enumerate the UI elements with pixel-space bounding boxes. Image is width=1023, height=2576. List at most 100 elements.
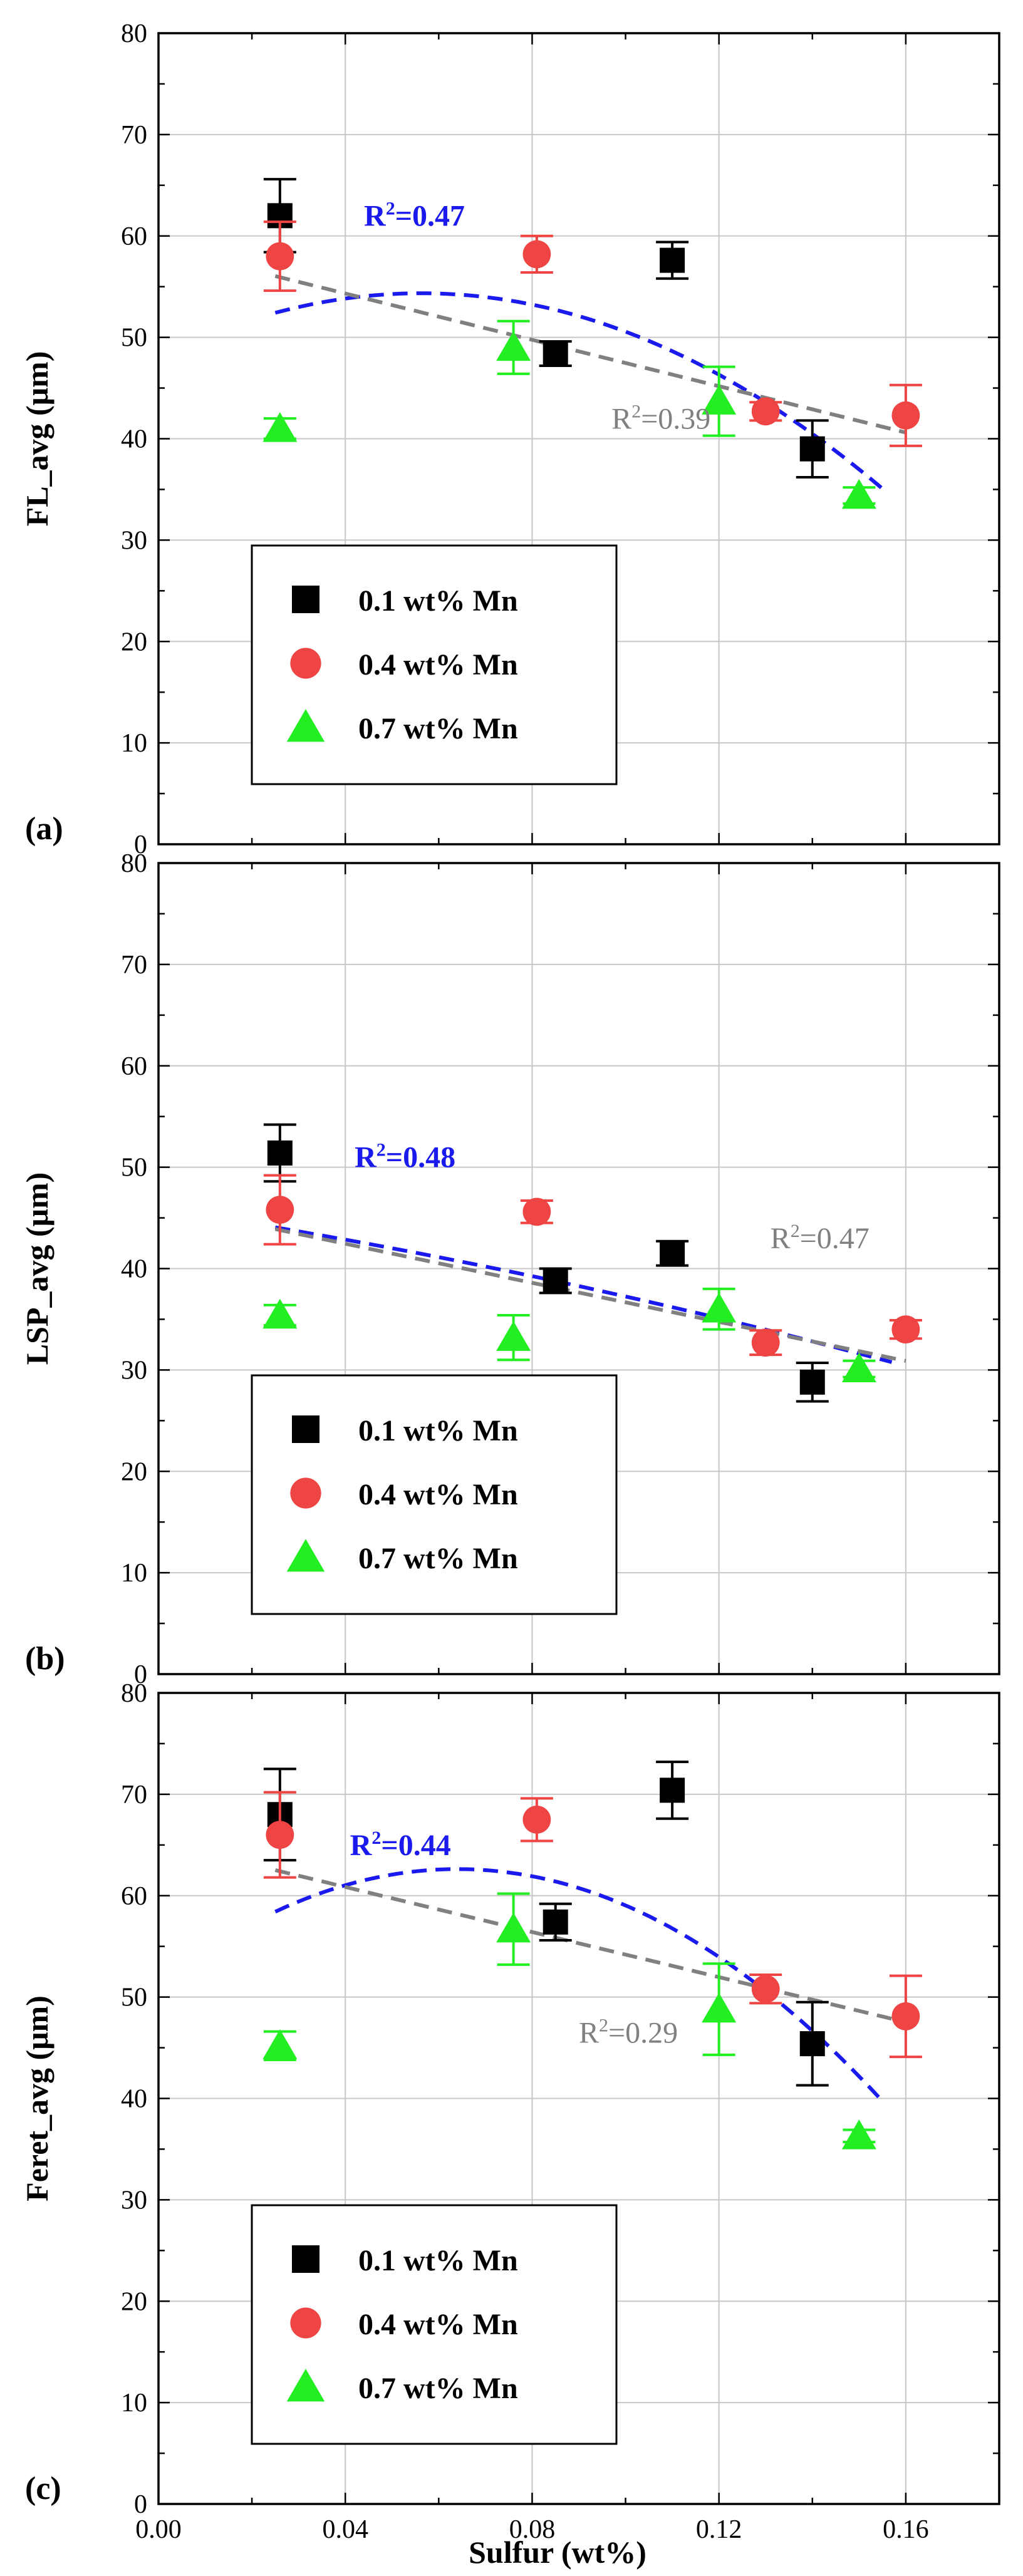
x-tick-label: 0.16 (883, 2515, 929, 2544)
y-tick-label: 20 (121, 1457, 147, 1486)
panel-b: 0 10 20 30 40 50 60 70 80 LSP_avg (μm) R2=0.48 R2=0… (19, 849, 1000, 1689)
legend-label: 0.7 wt% Mn (358, 712, 518, 745)
r-squared-annotation: R2=0.29 (579, 2015, 678, 2049)
fit-curve-quadratic (274, 1867, 884, 2103)
legend-label: 0.1 wt% Mn (358, 1414, 518, 1447)
y-axis-label: LSP_avg (μm) (19, 1172, 55, 1365)
series-2 (263, 1174, 922, 1357)
data-point (751, 1975, 780, 2004)
legend-marker (290, 648, 321, 679)
series-3 (262, 319, 876, 509)
data-point (522, 1805, 551, 1834)
legend-label: 0.1 wt% Mn (358, 2244, 518, 2277)
data-point (543, 341, 568, 366)
y-tick-label: 0 (134, 2490, 147, 2519)
legend-marker (286, 1539, 325, 1572)
legend-label: 0.4 wt% Mn (358, 648, 518, 681)
data-point (841, 478, 876, 509)
data-point (751, 397, 780, 426)
x-tick-label: 0.12 (696, 2515, 742, 2544)
legend: 0.1 wt% Mn 0.4 wt% Mn 0.7 wt% Mn (251, 544, 618, 785)
data-point (262, 1298, 298, 1329)
fit-curve-linear (274, 274, 906, 435)
x-axis-label: Sulfur (wt%) (469, 2535, 647, 2570)
y-tick-label: 70 (121, 121, 147, 150)
legend-box (251, 1374, 618, 1615)
panel-label: (b) (25, 1641, 65, 1677)
y-tick-label: 10 (121, 2389, 147, 2418)
legend-label: 0.7 wt% Mn (358, 1542, 518, 1575)
y-axis-label: FL_avg (μm) (19, 351, 55, 527)
legend-label: 0.4 wt% Mn (358, 1478, 518, 1511)
x-tick-label: 0.04 (322, 2515, 368, 2544)
data-point (262, 412, 298, 442)
fit-curve-quadratic (274, 291, 884, 490)
x-tick-label: 0.00 (135, 2515, 182, 2544)
y-tick-label: 0 (134, 1660, 147, 1689)
data-point (522, 240, 551, 269)
data-point (660, 1777, 685, 1803)
panels: 0 10 20 30 40 50 60 70 80 FL_avg (μm) R2=0.47 R2=0.… (19, 19, 1000, 2544)
data-point (799, 1369, 825, 1395)
data-point (496, 1321, 531, 1351)
data-point (266, 1821, 294, 1849)
y-tick-label: 20 (121, 2287, 147, 2316)
data-point (841, 2119, 876, 2149)
y-tick-label: 50 (121, 324, 147, 353)
data-point (496, 1912, 531, 1943)
y-tick-label: 50 (121, 1154, 147, 1182)
plot-frame (157, 1692, 1000, 2505)
y-tick-label: 70 (121, 1781, 147, 1809)
series-3 (262, 1892, 876, 2149)
r-squared-annotation: R2=0.47 (771, 1221, 870, 1255)
legend: 0.1 wt% Mn 0.4 wt% Mn 0.7 wt% Mn (251, 1374, 618, 1615)
series-3 (262, 1287, 876, 1383)
y-tick-label: 20 (121, 628, 147, 656)
y-tick-label: 40 (121, 2085, 147, 2114)
y-tick-label: 10 (121, 1559, 147, 1588)
data-point (266, 1196, 294, 1224)
y-tick-label: 60 (121, 222, 147, 251)
plot-frame (157, 862, 1000, 1675)
fit-curve-linear (274, 1868, 906, 2024)
plot-frame (157, 32, 1000, 846)
legend-label: 0.4 wt% Mn (358, 2308, 518, 2341)
fit-curve-linear (274, 1227, 906, 1363)
panel-label: (c) (25, 2471, 61, 2506)
data-point (799, 436, 825, 462)
panel-c: 0 10 20 30 40 50 60 70 80 0.00 0.04 0.08 0.12 0.16 Fer… (19, 1679, 1000, 2544)
legend: 0.1 wt% Mn 0.4 wt% Mn 0.7 wt% Mn (251, 2204, 618, 2445)
data-point (543, 1909, 568, 1935)
legend-label: 0.1 wt% Mn (358, 584, 518, 618)
y-tick-label: 50 (121, 1984, 147, 2012)
series-1 (263, 1123, 829, 1403)
data-point (751, 1328, 780, 1357)
legend-marker (292, 586, 319, 613)
data-point (702, 385, 737, 415)
legend-marker (286, 2369, 325, 2402)
data-point (660, 247, 685, 273)
y-tick-label: 40 (121, 425, 147, 454)
y-tick-label: 80 (121, 849, 147, 878)
y-tick-label: 0 (134, 830, 147, 859)
y-tick-label: 70 (121, 951, 147, 980)
r-squared-annotation: R2=0.44 (350, 1828, 451, 1862)
data-point (891, 401, 920, 430)
y-tick-label: 30 (121, 526, 147, 555)
y-tick-label: 60 (121, 1882, 147, 1911)
legend-marker (286, 709, 325, 742)
series-2 (263, 1791, 922, 2059)
y-tick-label: 30 (121, 2186, 147, 2215)
data-point (660, 1241, 685, 1266)
legend-label: 0.7 wt% Mn (358, 2372, 518, 2405)
panel-label: (a) (25, 811, 63, 847)
r-squared-annotation: R2=0.48 (355, 1140, 455, 1174)
data-point (262, 2029, 298, 2059)
data-point (891, 1315, 920, 1344)
y-tick-label: 80 (121, 19, 147, 48)
data-point (267, 1140, 293, 1166)
legend-marker (290, 2307, 321, 2339)
y-axis-label: Feret_avg (μm) (19, 1995, 55, 2201)
y-tick-label: 80 (121, 1679, 147, 1708)
